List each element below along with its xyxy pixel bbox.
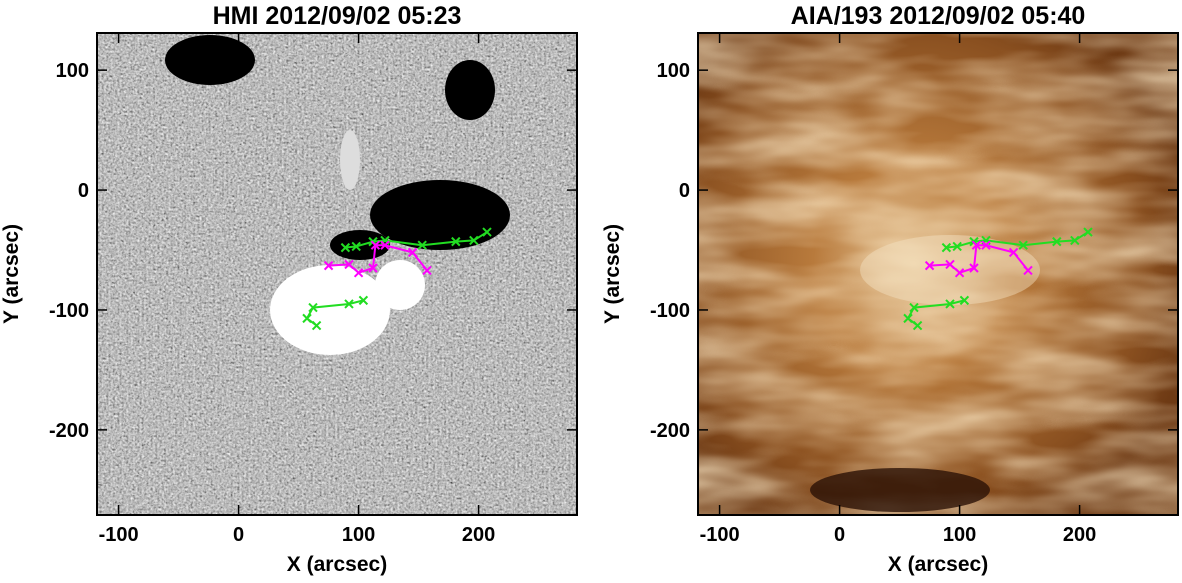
x-tick-label: 0 <box>834 524 845 546</box>
track-marker <box>451 236 461 247</box>
y-axis-label: Y (arcsec) <box>601 224 624 324</box>
track-marker <box>344 259 354 270</box>
y-axis-label: Y (arcsec) <box>0 224 23 324</box>
magnetogram-image <box>97 33 577 515</box>
y-tick-label: -100 <box>49 300 89 322</box>
track-marker <box>311 320 322 331</box>
chart-title: AIA/193 2012/09/02 05:40 <box>791 2 1086 30</box>
y-tick-label: -100 <box>650 300 690 322</box>
y-tick-label: 100 <box>56 60 89 82</box>
track-marker <box>344 299 354 309</box>
track-marker <box>353 268 364 278</box>
track-marker <box>952 241 962 252</box>
track-marker <box>1023 265 1033 276</box>
chart-title: HMI 2012/09/02 05:23 <box>213 2 462 30</box>
track-marker <box>351 241 361 252</box>
x-tick-label: -100 <box>700 524 740 546</box>
track-marker <box>323 260 334 271</box>
track-marker <box>981 240 991 250</box>
track-line <box>946 231 1089 249</box>
track-marker <box>1052 236 1062 247</box>
y-tick-label: 100 <box>657 60 690 82</box>
track-marker <box>959 295 970 306</box>
track-marker <box>368 263 378 273</box>
track-marker <box>482 227 492 237</box>
track-marker <box>308 302 318 313</box>
track-marker <box>302 313 312 324</box>
x-axis-label: X (arcsec) <box>888 553 988 576</box>
track-marker <box>954 268 965 278</box>
track-marker <box>941 242 952 253</box>
y-tick-label: 0 <box>78 180 89 202</box>
x-tick-label: 0 <box>233 524 244 546</box>
y-tick-label: -200 <box>650 420 690 442</box>
track-marker <box>1008 247 1019 258</box>
track-marker <box>417 240 427 250</box>
track-marker <box>358 295 369 306</box>
track-marker <box>971 240 982 250</box>
track-marker <box>370 240 381 250</box>
plot-frame <box>96 32 578 516</box>
track-marker <box>380 240 390 250</box>
track-marker <box>909 302 919 313</box>
x-tick-label: 100 <box>943 524 976 546</box>
x-tick-label: -100 <box>99 524 139 546</box>
track-marker <box>945 299 955 309</box>
x-tick-label: 100 <box>342 524 375 546</box>
track-marker <box>945 259 955 270</box>
y-tick-label: -200 <box>49 420 89 442</box>
plot-frame <box>697 32 1179 516</box>
track-marker <box>924 260 935 271</box>
aia-image <box>698 33 1178 515</box>
track-marker <box>422 265 432 276</box>
x-tick-label: 200 <box>462 524 495 546</box>
track-marker <box>407 247 418 258</box>
track-marker <box>1018 240 1028 250</box>
track-marker <box>469 235 479 246</box>
track-marker <box>1070 235 1080 246</box>
track-marker <box>1083 227 1093 237</box>
x-axis-label: X (arcsec) <box>287 553 387 576</box>
track-line <box>345 231 488 249</box>
track-marker <box>969 263 979 273</box>
track-marker <box>903 313 913 324</box>
y-tick-label: 0 <box>679 180 690 202</box>
track-marker <box>340 242 351 253</box>
track-marker <box>912 320 923 331</box>
x-tick-label: 200 <box>1063 524 1096 546</box>
